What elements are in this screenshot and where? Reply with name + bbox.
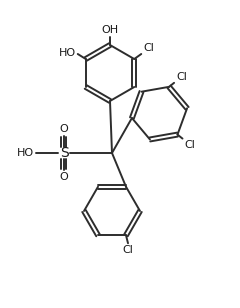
Text: O: O (60, 172, 68, 182)
Text: OH: OH (102, 25, 119, 35)
Text: Cl: Cl (123, 245, 133, 255)
Text: HO: HO (17, 148, 34, 158)
Text: Cl: Cl (176, 72, 187, 82)
Text: HO: HO (59, 48, 76, 58)
Text: Cl: Cl (143, 43, 154, 53)
Text: S: S (60, 146, 68, 160)
Text: O: O (60, 124, 68, 134)
Text: Cl: Cl (185, 140, 195, 150)
